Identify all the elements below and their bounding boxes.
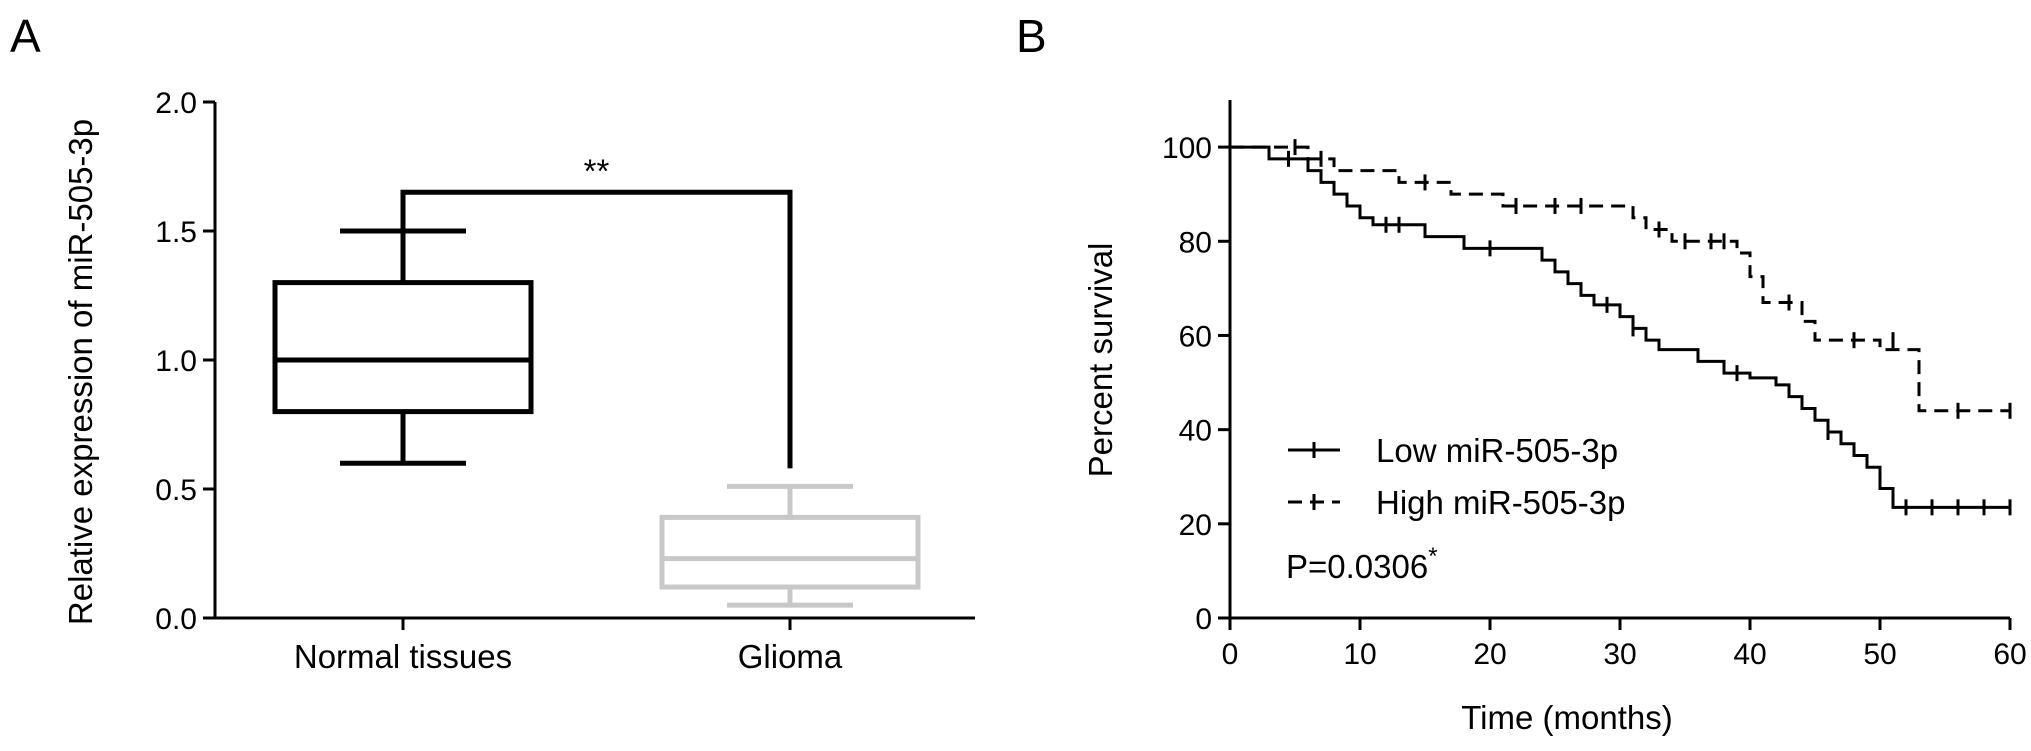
- survival-curve-low: [1230, 145, 2010, 509]
- panel-b-x-tick-label: 10: [1343, 638, 1376, 671]
- p-value-significance-star: *: [1428, 543, 1437, 570]
- box-normal-tissues: [272, 228, 534, 466]
- panel-b-x-tick-label: 40: [1733, 638, 1766, 671]
- significance-stars: **: [584, 152, 610, 189]
- panel-b-x-tick-label: 0: [1222, 638, 1239, 671]
- panel-b-x-axis-label: Time (months): [1461, 699, 1672, 736]
- legend-label-high: High miR-505-3p: [1376, 484, 1625, 521]
- panel-a-significance: **: [400, 152, 793, 469]
- panel-b-x-tick-label: 60: [1993, 638, 2026, 671]
- panel-b-y-tick-label: 80: [1179, 226, 1212, 259]
- panel-b-label: B: [1016, 10, 1047, 62]
- panel-a-y-tick-label: 0.5: [155, 474, 197, 507]
- significance-bracket: [400, 189, 793, 469]
- panel-b-x-tick-label: 20: [1473, 638, 1506, 671]
- box-iqr: [272, 280, 534, 415]
- panel-b-y-tick-label: 60: [1179, 320, 1212, 353]
- panel-b-y-tick-label: 20: [1179, 509, 1212, 542]
- panel-b-curves: [1230, 139, 2012, 516]
- panel-a-label: A: [10, 10, 41, 62]
- panel-b-y-tick-label: 40: [1179, 415, 1212, 448]
- panel-b-x-tick-label: 30: [1603, 638, 1636, 671]
- panel-a-x-tick-label: Normal tissues: [294, 638, 512, 675]
- survival-curve-high: [1230, 145, 2010, 413]
- panel-b-survival-plot: B Percent survival Time (months) 0 20 40 60…: [1016, 10, 2027, 736]
- panel-a-y-tick-label: 1.5: [155, 216, 197, 249]
- panel-a-y-axis-label: Relative expression of miR-505-3p: [62, 119, 99, 625]
- box-glioma: [659, 483, 921, 608]
- panel-a-y-tick-label: 0.0: [155, 603, 197, 636]
- panel-a-y-tick-label: 2.0: [155, 87, 197, 120]
- panel-a-y-tick-label: 1.0: [155, 345, 197, 378]
- panel-b-y-tick-label: 100: [1162, 132, 1212, 165]
- panel-a-box-plot: A Relative expression of miR-505-3p 0.00…: [10, 10, 975, 675]
- p-value-text: P=0.0306: [1286, 548, 1428, 585]
- p-value-annotation: P=0.0306*: [1286, 543, 1438, 585]
- panel-a-boxes: [272, 228, 921, 608]
- panel-b-y-tick-label: 0: [1195, 603, 1212, 636]
- panel-b-axes: 0 20 40 60 80 100 0 10 20 30 40 50 60: [1162, 100, 2027, 671]
- panel-b-x-tick-label: 50: [1863, 638, 1896, 671]
- legend-label-low: Low miR-505-3p: [1376, 432, 1618, 469]
- box-iqr: [659, 514, 921, 590]
- panel-b-legend: Low miR-505-3p High miR-505-3p: [1288, 432, 1625, 521]
- panel-b-y-axis-label: Percent survival: [1082, 243, 1119, 478]
- panel-a-x-tick-label: Glioma: [738, 638, 843, 675]
- panel-a-axes: 0.0 0.5 1.0 1.5 2.0 Normal tissues Glioma: [155, 87, 975, 675]
